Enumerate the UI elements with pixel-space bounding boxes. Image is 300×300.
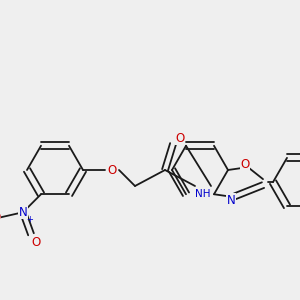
Text: O: O: [107, 164, 117, 176]
Text: O: O: [0, 211, 1, 224]
Text: O: O: [176, 131, 184, 145]
Text: N: N: [19, 206, 27, 219]
Text: O: O: [240, 158, 250, 170]
Text: NH: NH: [195, 189, 211, 199]
Text: +: +: [27, 215, 33, 224]
Text: O: O: [32, 236, 40, 249]
Text: N: N: [226, 194, 236, 207]
